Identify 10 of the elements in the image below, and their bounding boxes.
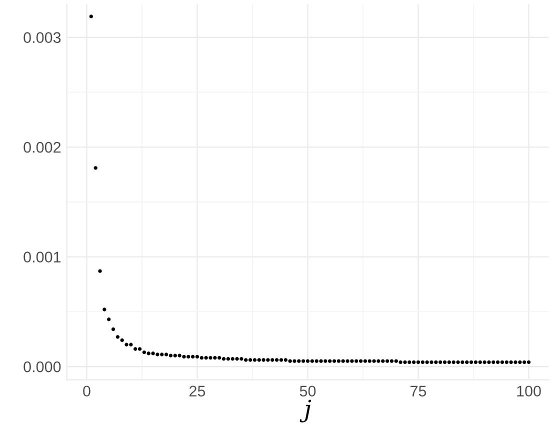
x-tick-label: 75: [410, 386, 426, 397]
x-tick-label: 25: [190, 386, 206, 397]
x-tick-label: 50: [300, 386, 316, 397]
x-tick-label: 100: [517, 386, 541, 397]
x-tick-label: 0: [83, 386, 90, 397]
x-axis-title: j: [300, 400, 312, 422]
y-tick-label: 0.000: [24, 361, 61, 372]
y-tick-label: 0.002: [24, 142, 61, 153]
y-tick-label: 0.001: [24, 252, 61, 262]
y-tick-label: 0.003: [24, 32, 61, 43]
